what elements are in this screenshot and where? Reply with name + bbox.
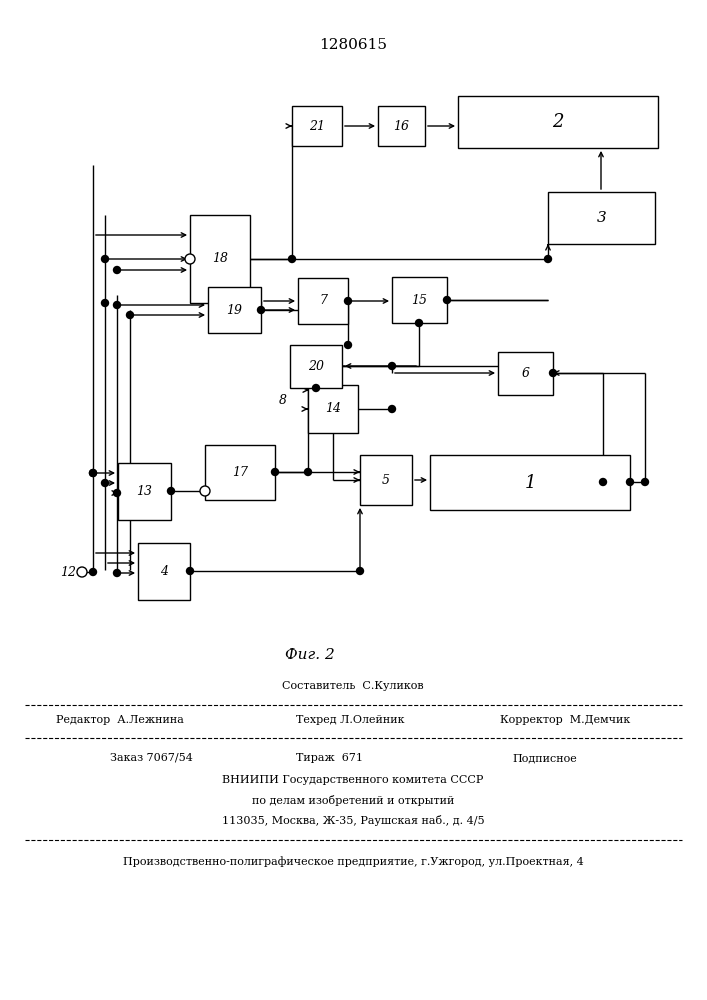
Circle shape [102,255,108,262]
Bar [208,287,261,333]
Bar [548,192,655,244]
Text: Производственно-полиграфическое предприятие, г.Ужгород, ул.Проектная, 4: Производственно-полиграфическое предприя… [122,857,583,867]
Text: Тираж  671: Тираж 671 [296,753,363,763]
Circle shape [600,479,607,486]
Circle shape [544,255,551,262]
Text: 8: 8 [279,394,287,408]
Circle shape [549,369,556,376]
Bar [430,455,630,510]
Text: 5: 5 [382,474,390,487]
Circle shape [641,479,648,486]
Text: 4: 4 [160,565,168,578]
Bar [458,96,658,148]
Text: 6: 6 [522,367,530,380]
Text: Подписное: Подписное [513,753,578,763]
Circle shape [187,568,194,574]
Bar [498,352,553,395]
Text: Фиг. 2: Фиг. 2 [285,648,335,662]
Text: 21: 21 [309,119,325,132]
Text: ВНИИПИ Государственного комитета СССР: ВНИИПИ Государственного комитета СССР [222,775,484,785]
Bar [290,345,342,388]
Text: 17: 17 [232,466,248,479]
Circle shape [114,302,120,308]
Circle shape [312,384,320,391]
Text: 7: 7 [319,294,327,308]
Circle shape [344,342,351,349]
Circle shape [416,320,423,326]
Text: Техред Л.Олейник: Техред Л.Олейник [296,715,404,725]
Text: 3: 3 [597,211,607,225]
Circle shape [257,306,264,314]
Text: Заказ 7067/54: Заказ 7067/54 [110,753,193,763]
Circle shape [168,488,175,494]
Text: 1280615: 1280615 [319,38,387,52]
Text: Корректор  М.Демчик: Корректор М.Демчик [500,715,630,725]
Circle shape [114,266,120,273]
Circle shape [127,312,134,318]
Circle shape [356,568,363,574]
Circle shape [305,468,312,476]
Circle shape [102,480,108,487]
Circle shape [626,479,633,486]
Bar [292,106,342,146]
Text: 2: 2 [552,113,563,131]
Bar [190,215,250,303]
Circle shape [344,298,351,304]
Text: 14: 14 [325,402,341,416]
Text: 113035, Москва, Ж-35, Раушская наб., д. 4/5: 113035, Москва, Ж-35, Раушская наб., д. … [222,814,484,826]
Text: по делам изобретений и открытий: по делам изобретений и открытий [252,794,454,806]
Circle shape [271,468,279,476]
Bar [138,543,190,600]
Text: 13: 13 [136,485,153,498]
Text: 15: 15 [411,294,428,306]
Text: 12: 12 [60,566,76,578]
Bar [205,445,275,500]
Circle shape [90,568,96,576]
Bar [308,385,358,433]
Circle shape [114,489,120,496]
Circle shape [288,255,296,262]
Circle shape [389,406,395,412]
Circle shape [185,254,195,264]
Circle shape [114,570,120,576]
Circle shape [102,300,108,306]
Text: 1: 1 [525,474,536,491]
Bar [360,455,412,505]
Text: 18: 18 [212,252,228,265]
Text: Составитель  С.Куликов: Составитель С.Куликов [282,681,423,691]
Bar [378,106,425,146]
Circle shape [90,470,96,477]
Text: 20: 20 [308,360,324,373]
Bar [392,277,447,323]
Circle shape [77,567,87,577]
Circle shape [443,296,450,304]
Circle shape [90,470,96,477]
Text: 19: 19 [226,304,243,316]
Text: 16: 16 [394,119,409,132]
Circle shape [200,486,210,496]
Bar [298,278,348,324]
Circle shape [389,362,395,369]
Text: Редактор  А.Лежнина: Редактор А.Лежнина [56,715,184,725]
Bar [118,463,171,520]
